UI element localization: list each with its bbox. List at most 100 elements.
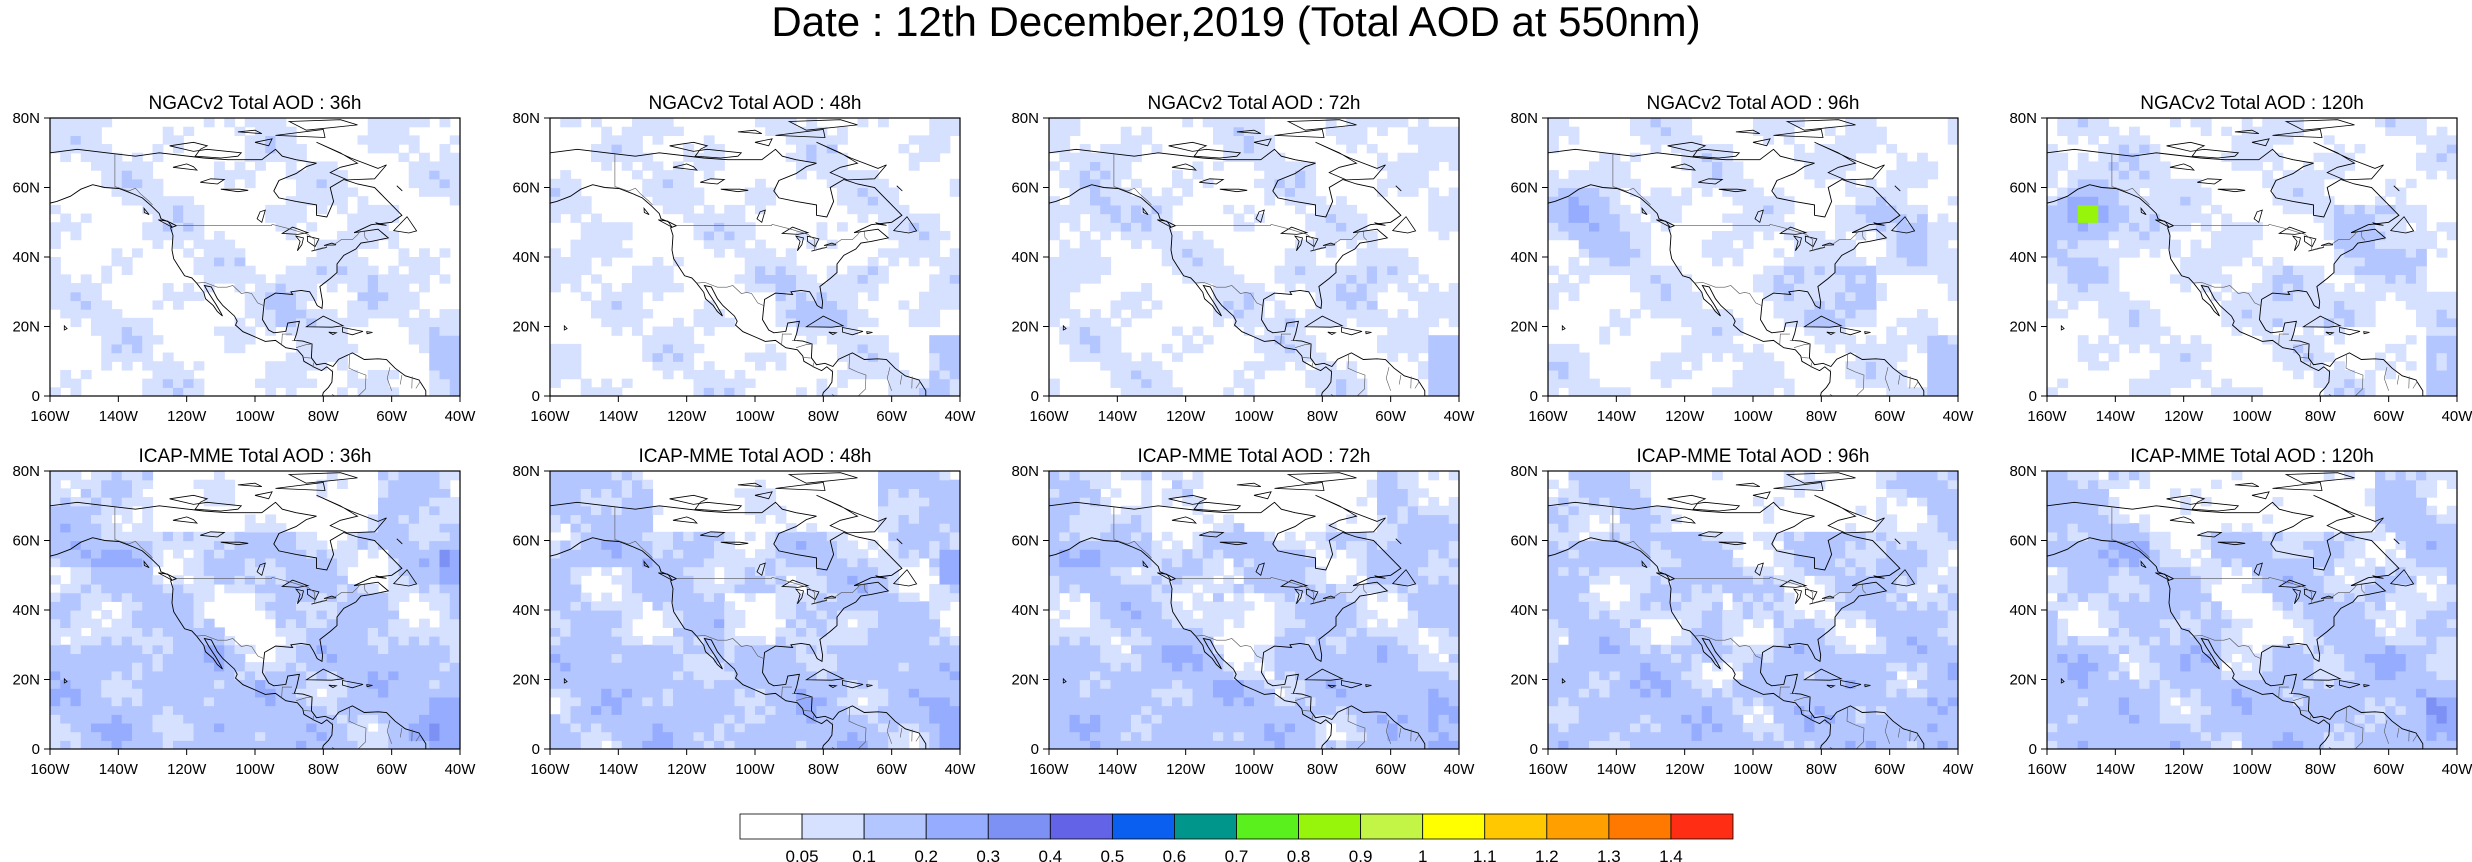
aod-cell: [1141, 222, 1153, 232]
aod-cell: [929, 378, 941, 388]
aod-cell: [1824, 326, 1836, 336]
aod-cell: [755, 265, 766, 275]
aod-cell: [2108, 300, 2120, 310]
aod-cell: [449, 497, 460, 507]
aod-cell: [1059, 335, 1071, 345]
lake-outline: [806, 235, 820, 248]
aod-cell: [2057, 196, 2069, 206]
aod-cell: [1824, 257, 1836, 267]
aod-cell: [306, 618, 318, 628]
aod-cell: [550, 714, 561, 724]
aod-cell: [70, 627, 82, 637]
aod-cell: [439, 378, 451, 388]
aod-cell: [2129, 161, 2140, 171]
aod-cell: [173, 627, 184, 637]
lake-outline: [781, 226, 810, 235]
aod-cell: [1783, 274, 1795, 284]
aod-cell: [275, 152, 287, 163]
aod-cell: [2446, 152, 2457, 163]
aod-cell: [439, 497, 451, 507]
aod-cell: [2057, 265, 2069, 275]
aod-cell: [101, 662, 113, 672]
aod-cell: [60, 291, 72, 302]
aod-cell: [70, 387, 82, 396]
aod-cell: [275, 213, 287, 223]
aod-cell: [1558, 230, 1570, 241]
aod-cell: [449, 601, 460, 611]
aod-cell: [2252, 230, 2263, 241]
aod-cell: [398, 300, 410, 310]
aod-cell: [642, 722, 654, 733]
aod-cell: [1599, 387, 1611, 396]
aod-cell: [1917, 309, 1928, 319]
aod-cell: [285, 309, 297, 319]
aod-cell: [1387, 265, 1399, 275]
aod-cell: [1100, 317, 1112, 328]
aod-cell: [2047, 222, 2058, 232]
aod-cell: [611, 135, 623, 145]
aod-cell: [939, 361, 951, 371]
aod-cell: [580, 540, 592, 550]
aod-cell: [2405, 257, 2417, 267]
aod-cell: [1315, 230, 1327, 241]
aod-cell: [316, 714, 328, 724]
aod-cell: [2405, 239, 2417, 249]
aod-cell: [80, 644, 92, 655]
country-border: [1195, 282, 1264, 307]
aod-cell: [765, 343, 777, 354]
aod-cell: [796, 170, 807, 180]
aod-cell: [1906, 204, 1918, 215]
island-outline: [1391, 216, 1417, 234]
aod-cell: [1223, 265, 1235, 275]
aod-cell: [2344, 239, 2356, 249]
aod-cell: [1732, 161, 1744, 171]
aod-cell: [1079, 161, 1091, 171]
aod-cell: [570, 583, 582, 594]
aod-cell: [601, 670, 613, 681]
aod-cell: [357, 274, 369, 284]
aod-cell: [1927, 257, 1939, 267]
aod-cell: [621, 722, 633, 733]
aod-cell: [1141, 213, 1153, 223]
aod-cell: [70, 479, 82, 489]
aod-cell: [1090, 265, 1101, 275]
aod-cell: [419, 592, 430, 602]
aod-cell: [1906, 239, 1918, 249]
aod-cell: [1131, 291, 1142, 302]
aod-cell: [1589, 248, 1600, 258]
aod-cell: [173, 601, 184, 611]
island-outline: [1641, 207, 1648, 215]
aod-cell: [1835, 152, 1846, 163]
aod-cell: [419, 627, 430, 637]
aod-cell: [255, 144, 266, 154]
aod-cell: [439, 352, 451, 362]
aod-cell: [306, 688, 318, 698]
aod-cell: [2098, 283, 2110, 293]
aod-cell: [244, 531, 256, 542]
aod-cell: [621, 705, 633, 715]
aod-cell: [929, 144, 941, 154]
aod-cell: [1630, 274, 1641, 284]
aod-cell: [867, 317, 879, 328]
island-outline: [328, 684, 338, 688]
aod-cell: [316, 335, 328, 345]
aod-cell: [2170, 335, 2181, 345]
aod-cell: [2047, 274, 2058, 284]
aod-cell: [1325, 239, 1337, 249]
aod-cell: [929, 369, 941, 380]
aod-cell: [1438, 291, 1450, 302]
aod-cell: [949, 283, 960, 293]
aod-cell: [857, 204, 869, 215]
aod-cell: [203, 566, 215, 576]
aod-cell: [847, 274, 859, 284]
aod-cell: [60, 283, 72, 293]
aod-cell: [580, 566, 592, 576]
aod-cell: [162, 722, 174, 733]
aod-cell: [111, 575, 123, 585]
lake-outline: [756, 209, 766, 223]
aod-cell: [388, 679, 400, 689]
aod-cell: [203, 239, 215, 249]
aod-cell: [642, 265, 654, 275]
aod-cell: [214, 471, 225, 481]
aod-cell: [2129, 196, 2140, 206]
